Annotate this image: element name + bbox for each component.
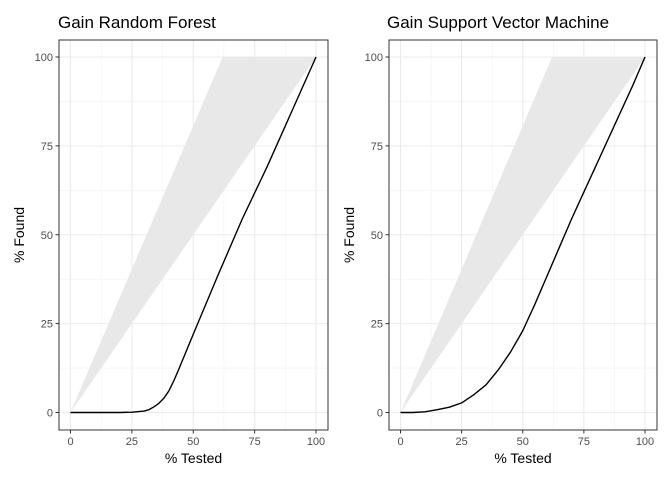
panel-1-x-tick-label: 0: [67, 436, 73, 448]
panel-1-x-tick-label: 100: [307, 436, 325, 448]
panel-2-x-tick-label: 75: [578, 436, 590, 448]
panel-1-y-tick-label: 75: [41, 141, 53, 153]
panel-2-y-tick-label: 100: [365, 52, 383, 64]
panel-2-shaded-region: [400, 57, 645, 413]
panel-2-x-tick-label: 50: [517, 436, 529, 448]
panel-1-x-tick-label: 25: [126, 436, 138, 448]
panel-2-x-tick-label: 0: [397, 436, 403, 448]
panel-1-shaded-region: [70, 57, 316, 413]
panel-2-x-axis-title: % Tested: [494, 450, 551, 466]
panel-2-y-axis-title: % Found: [341, 207, 357, 263]
panel-1-gain-line: [70, 56, 317, 414]
panel-1-x-axis-title: % Tested: [165, 450, 222, 466]
panel-2-y-tick-label: 75: [371, 141, 383, 153]
panel-1-chart-title: Gain Random Forest: [58, 13, 216, 32]
panel-2-y-tick-label: 50: [371, 230, 383, 242]
panel-2-y-tick-label: 25: [371, 319, 383, 331]
panel-2-gain-line: [400, 56, 646, 414]
panel-1-y-tick-label: 25: [41, 319, 53, 331]
panel-2-x-tick-label: 100: [636, 436, 654, 448]
panel-1-y-axis-title: % Found: [11, 207, 27, 263]
panel-1-y-tick-label: 50: [41, 230, 53, 242]
panel-1-y-tick-label: 100: [35, 52, 53, 64]
panel-2-y-tick-label: 0: [377, 408, 383, 420]
panel-1-y-tick-label: 0: [47, 408, 53, 420]
panel-2-chart-title: Gain Support Vector Machine: [387, 13, 609, 32]
panel-2-x-tick-label: 25: [456, 436, 468, 448]
panel-1-x-tick-label: 50: [187, 436, 199, 448]
panel-1-x-tick-label: 75: [249, 436, 261, 448]
